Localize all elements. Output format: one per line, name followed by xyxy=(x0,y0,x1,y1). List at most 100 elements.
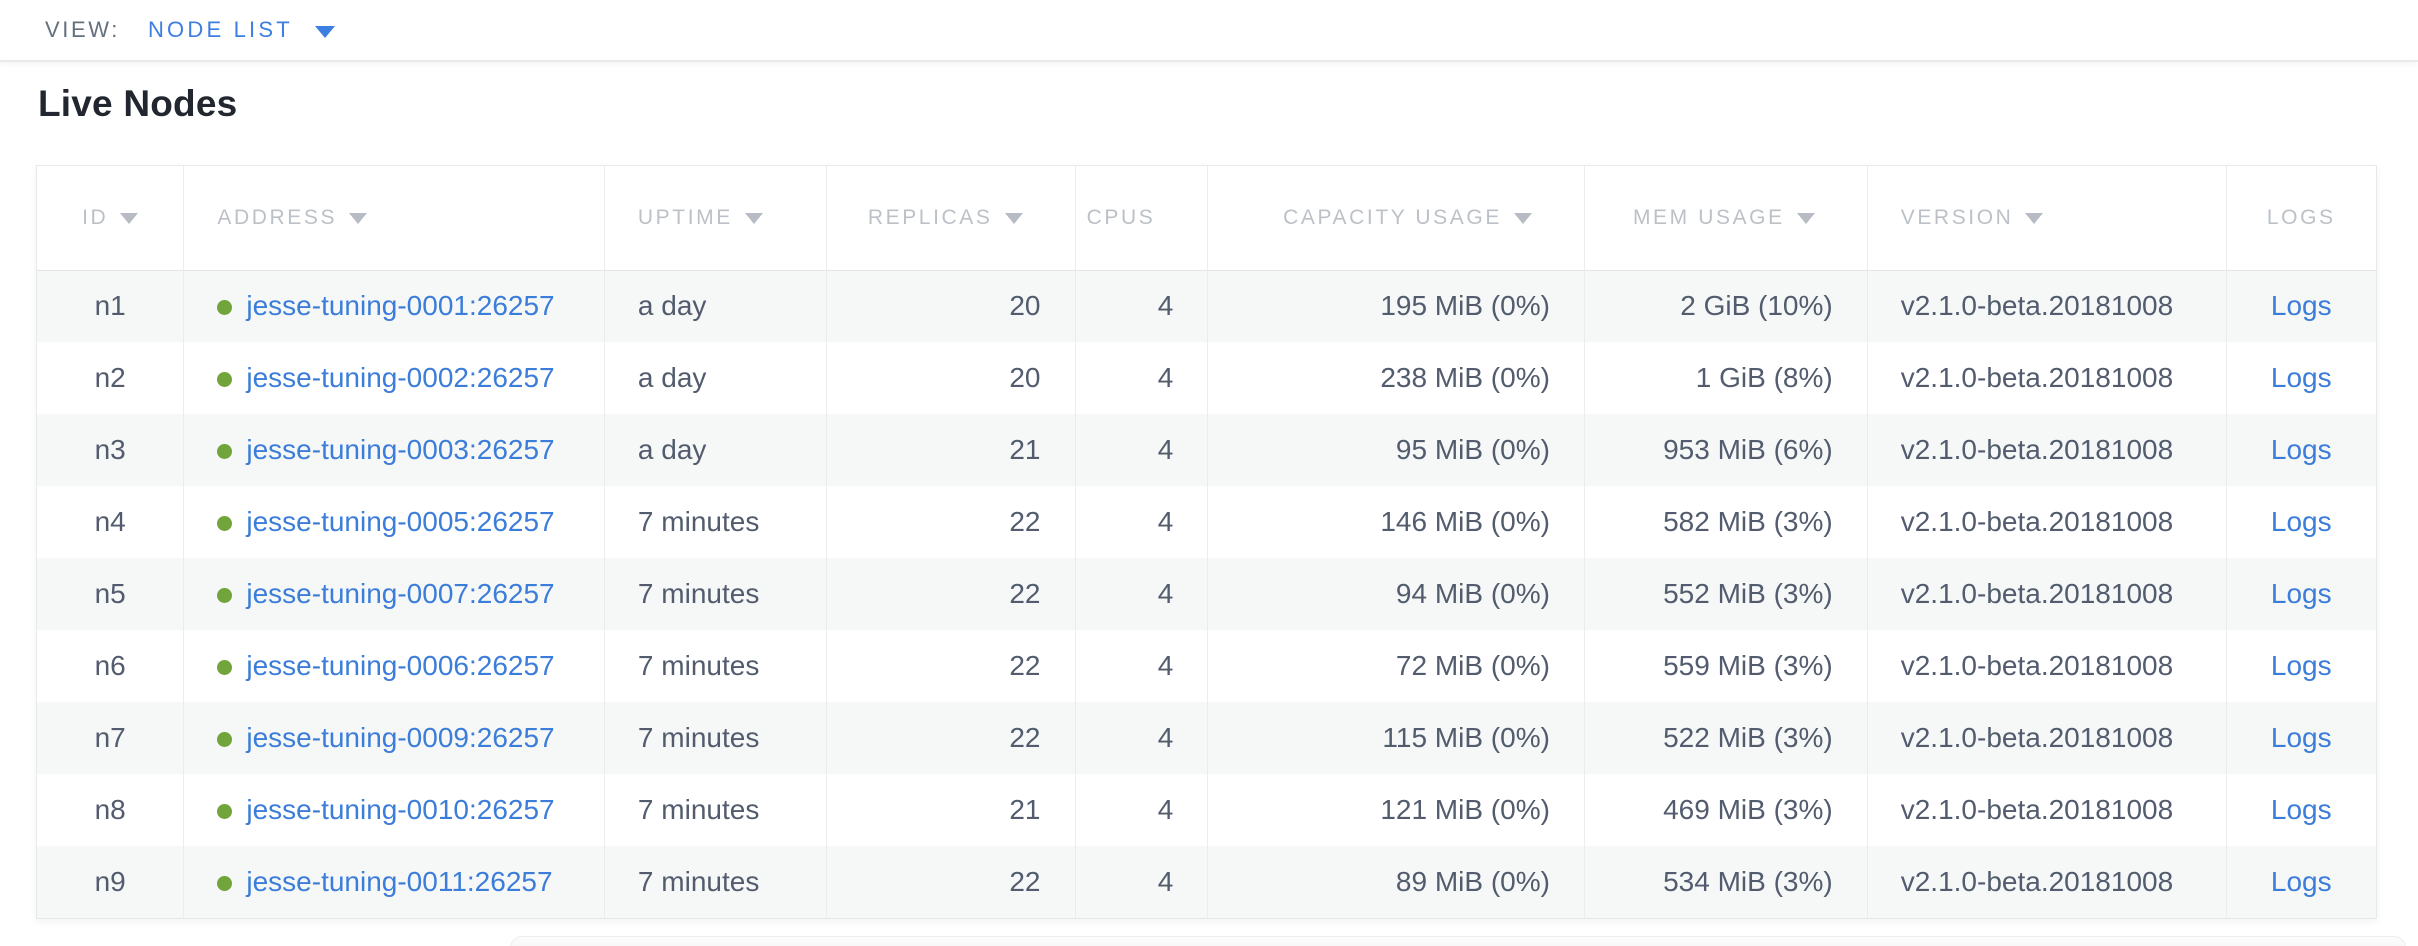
cell-value: a day xyxy=(637,290,707,322)
cell-value: 7 minutes xyxy=(637,578,760,609)
column-header-label: VERSION xyxy=(1900,205,2014,229)
cell-mem: 552 MiB (3%) xyxy=(1584,558,1868,630)
node-address-link[interactable]: jesse-tuning-0002:26257 xyxy=(246,362,555,393)
cell-value: 559 MiB (3%) xyxy=(1663,650,1833,681)
cell-value: 146 MiB (0%) xyxy=(1380,506,1550,537)
cell-address: jesse-tuning-0006:26257 xyxy=(183,630,605,702)
logs-link[interactable]: Logs xyxy=(2270,650,2332,681)
logs-link[interactable]: Logs xyxy=(2270,578,2332,609)
logs-link[interactable]: Logs xyxy=(2270,290,2332,322)
cell-value: 22 xyxy=(1009,866,1041,897)
logs-link[interactable]: Logs xyxy=(2270,434,2332,465)
node-address-link[interactable]: jesse-tuning-0010:26257 xyxy=(246,794,555,825)
cell-value: n5 xyxy=(94,578,126,609)
cell-id: n2 xyxy=(37,342,185,414)
cell-value: n6 xyxy=(94,650,126,681)
page-title: Live Nodes xyxy=(38,83,238,124)
cell-uptime: a day xyxy=(604,414,827,486)
cell-address: jesse-tuning-0003:26257 xyxy=(183,414,605,486)
node-address-link[interactable]: jesse-tuning-0009:26257 xyxy=(246,722,555,753)
cell-version: v2.1.0-beta.20181008 xyxy=(1867,630,2227,702)
cell-logs: Logs xyxy=(2226,270,2376,342)
node-status-healthy-icon xyxy=(217,732,233,748)
cell-value: 20 xyxy=(1009,290,1041,322)
cell-version: v2.1.0-beta.20181008 xyxy=(1867,558,2227,630)
cell-value: v2.1.0-beta.20181008 xyxy=(1900,866,2174,897)
view-label: VIEW: xyxy=(45,17,120,42)
cell-capacity: 89 MiB (0%) xyxy=(1207,846,1585,918)
logs-link[interactable]: Logs xyxy=(2270,506,2332,537)
cell-logs: Logs xyxy=(2226,558,2376,630)
cell-id: n8 xyxy=(37,774,185,846)
cell-value: 7 minutes xyxy=(637,794,760,825)
cell-mem: 1 GiB (8%) xyxy=(1584,342,1868,414)
cell-value: 238 MiB (0%) xyxy=(1380,362,1550,393)
cell-value: 22 xyxy=(1009,506,1041,537)
cell-value: 22 xyxy=(1009,722,1041,753)
cell-replicas: 22 xyxy=(826,558,1076,630)
node-address-link[interactable]: jesse-tuning-0006:26257 xyxy=(246,650,555,681)
cell-address: jesse-tuning-0009:26257 xyxy=(183,702,605,774)
cell-value: 95 MiB (0%) xyxy=(1395,434,1550,465)
table-row: n9 jesse-tuning-0011:26257 7 minutes 22 4 89 … xyxy=(37,846,2376,918)
cell-replicas: 21 xyxy=(826,774,1076,846)
cell-capacity: 238 MiB (0%) xyxy=(1207,342,1585,414)
node-address-link[interactable]: jesse-tuning-0001:26257 xyxy=(246,290,555,322)
column-header-id[interactable]: ID xyxy=(37,166,185,271)
table-row: n7 jesse-tuning-0009:26257 7 minutes 22 4 115… xyxy=(37,702,2376,774)
chevron-down-icon xyxy=(314,25,335,38)
node-address-link[interactable]: jesse-tuning-0011:26257 xyxy=(246,866,553,897)
cell-capacity: 95 MiB (0%) xyxy=(1207,414,1585,486)
node-status-healthy-icon xyxy=(217,876,233,892)
cell-value: 121 MiB (0%) xyxy=(1380,794,1550,825)
view-dropdown[interactable]: NODE LIST xyxy=(148,17,335,43)
node-address-link[interactable]: jesse-tuning-0003:26257 xyxy=(246,434,555,465)
cell-capacity: 115 MiB (0%) xyxy=(1207,702,1585,774)
column-header-mem[interactable]: MEM USAGE xyxy=(1584,166,1868,271)
node-address-link[interactable]: jesse-tuning-0005:26257 xyxy=(246,506,555,537)
column-header-replicas[interactable]: REPLICAS xyxy=(826,166,1076,271)
node-address-link[interactable]: jesse-tuning-0007:26257 xyxy=(246,578,555,609)
node-status-healthy-icon xyxy=(217,372,233,388)
column-header-capacity[interactable]: CAPACITY USAGE xyxy=(1207,166,1585,271)
cell-logs: Logs xyxy=(2226,414,2376,486)
node-status-healthy-icon xyxy=(217,444,233,460)
cell-capacity: 72 MiB (0%) xyxy=(1207,630,1585,702)
logs-link[interactable]: Logs xyxy=(2270,794,2332,825)
cell-value: 4 xyxy=(1157,362,1174,393)
view-dropdown-value[interactable]: NODE LIST xyxy=(147,17,293,42)
cell-logs: Logs xyxy=(2226,846,2376,918)
column-header-uptime[interactable]: UPTIME xyxy=(604,166,827,271)
view-selector-bar: VIEW: NODE LIST xyxy=(0,0,2418,62)
cell-mem: 953 MiB (6%) xyxy=(1584,414,1868,486)
cell-address: jesse-tuning-0010:26257 xyxy=(183,774,605,846)
cell-replicas: 21 xyxy=(826,414,1076,486)
cell-value: 2 GiB (10%) xyxy=(1680,290,1833,322)
cell-cpus: 4 xyxy=(1075,846,1209,918)
column-header-version[interactable]: VERSION xyxy=(1867,166,2227,271)
logs-link[interactable]: Logs xyxy=(2270,362,2332,393)
cell-value: 582 MiB (3%) xyxy=(1663,506,1833,537)
cell-value: 4 xyxy=(1157,650,1174,681)
cell-value: v2.1.0-beta.20181008 xyxy=(1900,722,2174,753)
node-status-healthy-icon xyxy=(217,300,233,316)
cell-address: jesse-tuning-0001:26257 xyxy=(183,270,605,342)
cell-address: jesse-tuning-0002:26257 xyxy=(183,342,605,414)
cell-address: jesse-tuning-0005:26257 xyxy=(183,486,605,558)
column-header-address[interactable]: ADDRESS xyxy=(183,166,605,271)
logs-link[interactable]: Logs xyxy=(2270,866,2332,897)
cell-address: jesse-tuning-0011:26257 xyxy=(183,846,605,918)
cell-version: v2.1.0-beta.20181008 xyxy=(1867,342,2227,414)
cell-mem: 534 MiB (3%) xyxy=(1584,846,1868,918)
cell-replicas: 22 xyxy=(826,702,1076,774)
cell-value: 469 MiB (3%) xyxy=(1663,794,1833,825)
sort-arrow-icon xyxy=(1004,212,1023,224)
cell-value: a day xyxy=(637,434,707,465)
table-row: n3 jesse-tuning-0003:26257 a day 21 4 95 MiB … xyxy=(37,414,2376,486)
bottom-cutoff-panel xyxy=(510,936,2406,946)
cell-capacity: 94 MiB (0%) xyxy=(1207,558,1585,630)
logs-link[interactable]: Logs xyxy=(2270,722,2332,753)
cell-uptime: 7 minutes xyxy=(604,846,827,918)
cell-value: 4 xyxy=(1157,722,1174,753)
cell-version: v2.1.0-beta.20181008 xyxy=(1867,414,2227,486)
